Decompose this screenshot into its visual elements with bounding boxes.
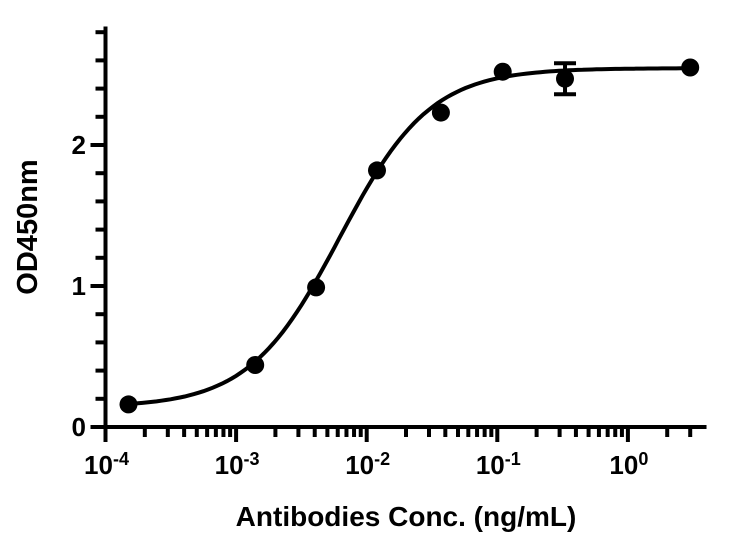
x-tick-label: 10-2 (345, 449, 390, 480)
x-tick-exponent: -2 (374, 449, 390, 469)
data-point (246, 356, 265, 374)
y-tick-label: 0 (72, 412, 86, 442)
x-tick-label: 100 (609, 449, 648, 480)
x-tick-mantissa: 10 (215, 450, 244, 480)
x-tick-exponent: -4 (113, 449, 129, 469)
y-tick-label: 1 (72, 271, 86, 301)
data-points (119, 58, 700, 414)
x-tick-mantissa: 10 (476, 450, 505, 480)
x-axis-title: Antibodies Conc. (ng/mL) (236, 501, 577, 532)
x-tick-label: 10-4 (84, 449, 129, 480)
x-tick-exponent: -1 (505, 449, 521, 469)
data-point (368, 161, 386, 180)
axis-spine (103, 26, 707, 429)
fit-curve-path (126, 66, 693, 407)
x-tick-exponent: -3 (244, 449, 260, 469)
data-point (431, 103, 450, 122)
y-axis-title: OD450nm (12, 159, 44, 294)
data-point (119, 395, 138, 414)
y-tick-label: 2 (72, 130, 86, 160)
axes (103, 26, 707, 429)
y-axis-tick-labels: 0 1 2 (72, 130, 86, 442)
fit-curve (126, 66, 693, 407)
x-tick-label: 10-3 (215, 449, 260, 480)
data-point (556, 69, 574, 88)
data-point (493, 62, 512, 81)
x-tick-mantissa: 10 (345, 450, 374, 480)
x-axis-tick-labels: 10-4 10-3 10-2 10-1 100 (84, 449, 648, 480)
data-point (681, 58, 700, 77)
y-axis-ticks (90, 30, 104, 429)
x-tick-mantissa: 10 (84, 450, 113, 480)
x-tick-mantissa: 10 (609, 450, 638, 480)
x-axis-ticks (103, 429, 693, 442)
x-tick-exponent: 0 (638, 449, 648, 469)
data-point (307, 278, 326, 297)
x-tick-label: 10-1 (476, 449, 521, 480)
